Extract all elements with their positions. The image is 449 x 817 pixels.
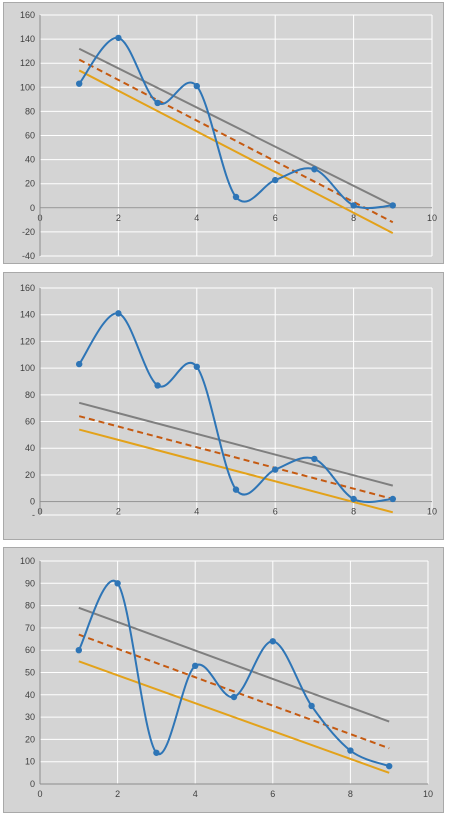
- x-tick-label: 2: [116, 507, 121, 517]
- y-tick-label: 20: [25, 179, 35, 189]
- lower-trend-line: [78, 660, 390, 774]
- upper-trend-line: [78, 606, 390, 723]
- data-point-marker: [230, 693, 238, 701]
- data-point-marker: [272, 176, 279, 184]
- x-tick-label: 10: [427, 213, 437, 223]
- data-point-marker: [114, 580, 121, 587]
- x-tick-label: 4: [194, 213, 199, 223]
- y-tick-label: 100: [20, 556, 35, 566]
- chart-svg: -0204060801001201401600246810: [20, 283, 437, 520]
- x-tick-label: 10: [423, 789, 433, 799]
- data-point-marker: [389, 202, 396, 209]
- x-tick-label: 6: [273, 213, 278, 223]
- data-point-marker: [386, 762, 393, 770]
- y-tick-label: 50: [25, 668, 35, 678]
- x-tick-label: 8: [348, 789, 353, 799]
- data-point-marker: [192, 662, 199, 670]
- y-tick-label: 0: [30, 779, 35, 789]
- chart-panel-2: -0204060801001201401600246810: [3, 272, 444, 540]
- dashed-trend-line: [78, 633, 390, 750]
- x-tick-label: 8: [351, 213, 356, 223]
- data-point-marker: [232, 486, 240, 493]
- data-point-marker: [308, 702, 315, 710]
- y-tick-label: 140: [20, 34, 35, 44]
- y-tick-label: 40: [25, 443, 35, 453]
- y-tick-label: -: [32, 510, 35, 520]
- y-tick-label: 120: [20, 336, 35, 346]
- x-tick-label: 10: [427, 507, 437, 517]
- data-point-marker: [76, 80, 83, 87]
- y-tick-label: 100: [20, 363, 35, 373]
- chart-svg: -40-200204060801001201401600246810: [20, 10, 437, 261]
- chart-panel-1: -40-200204060801001201401600246810: [3, 2, 444, 264]
- chart-svg: 0 10 20 30 40 50 60 70 80 90 100 0 2 4 6 8 10: [20, 556, 433, 799]
- data-point-marker: [350, 495, 357, 503]
- lower-trend-line: [78, 428, 394, 514]
- y-tick-label: -20: [22, 227, 35, 237]
- y-tick-label: 140: [20, 310, 35, 320]
- data-point-marker: [75, 647, 83, 654]
- x-tick-label: 2: [116, 213, 121, 223]
- data-series-line: [78, 36, 393, 210]
- chart-panel-3: 0 10 20 30 40 50 60 70 80 90 100 0 2 4 6 8 10: [3, 547, 444, 813]
- x-tick-label: 0: [37, 789, 42, 799]
- data-point-marker: [153, 749, 160, 756]
- y-tick-label: 120: [20, 58, 35, 68]
- y-tick-label: 70: [25, 623, 35, 633]
- y-tick-label: 160: [20, 283, 35, 293]
- data-point-marker: [115, 34, 122, 42]
- data-point-marker: [76, 360, 83, 368]
- y-tick-label: -40: [22, 251, 35, 261]
- y-tick-label: 30: [25, 712, 35, 722]
- data-point-marker: [115, 310, 122, 317]
- y-tick-label: 80: [25, 106, 35, 116]
- data-point-marker: [272, 466, 279, 473]
- upper-trend-line: [78, 47, 394, 207]
- data-point-marker: [347, 747, 354, 754]
- data-point-marker: [154, 382, 161, 389]
- data-point-marker: [311, 166, 318, 173]
- y-tick-label: 100: [20, 82, 35, 92]
- y-tick-label: 10: [25, 757, 35, 767]
- y-tick-label: 40: [25, 155, 35, 165]
- x-tick-label: 4: [194, 507, 199, 517]
- y-tick-label: 20: [25, 734, 35, 744]
- data-series-line: [78, 312, 393, 503]
- data-series-line: [77, 579, 390, 768]
- x-tick-label: 8: [351, 507, 356, 517]
- y-tick-label: 60: [25, 131, 35, 141]
- upper-trend-line: [78, 401, 394, 487]
- y-tick-label: 90: [25, 578, 35, 588]
- data-point-marker: [193, 363, 200, 370]
- y-tick-label: 80: [25, 601, 35, 611]
- data-point-marker: [389, 495, 396, 503]
- y-tick-label: 20: [25, 470, 35, 480]
- x-tick-label: 6: [270, 789, 275, 799]
- data-point-marker: [269, 638, 276, 645]
- lower-trend-line: [78, 69, 394, 234]
- y-tick-label: 40: [25, 690, 35, 700]
- data-point-marker: [193, 82, 200, 90]
- x-tick-label: 2: [115, 789, 120, 799]
- data-point-marker: [232, 193, 240, 201]
- data-point-marker: [350, 202, 357, 209]
- data-point-marker: [311, 455, 318, 463]
- x-tick-label: 4: [193, 789, 198, 799]
- y-tick-label: 160: [20, 10, 35, 20]
- y-tick-label: 60: [25, 645, 35, 655]
- data-point-marker: [154, 99, 161, 107]
- y-tick-label: 0: [30, 203, 35, 213]
- x-tick-label: 6: [273, 507, 278, 517]
- y-tick-label: 80: [25, 390, 35, 400]
- y-tick-label: 60: [25, 417, 35, 427]
- y-tick-label: 0: [30, 497, 35, 507]
